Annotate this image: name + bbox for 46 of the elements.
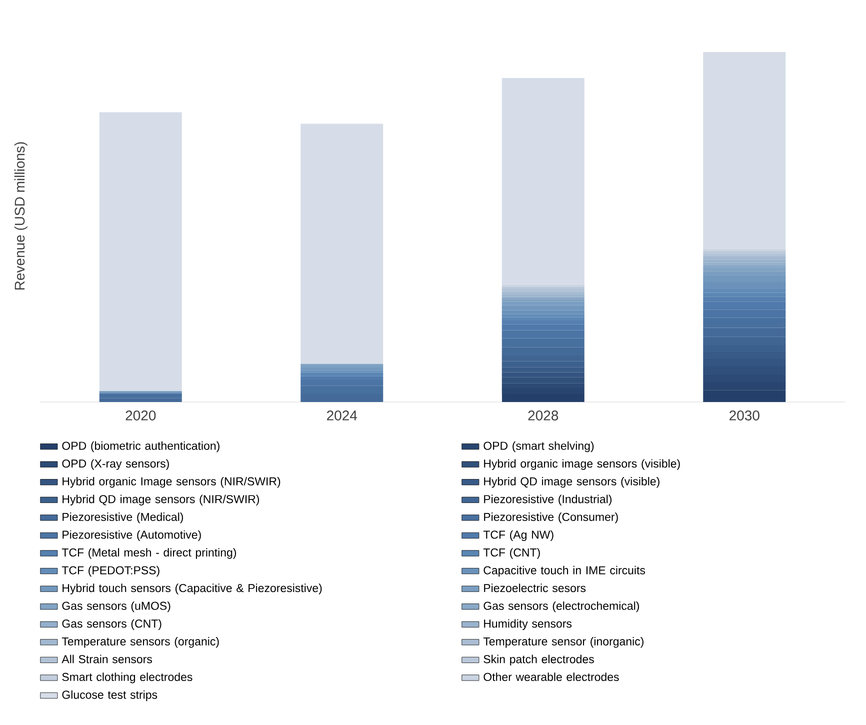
bar <box>703 52 786 250</box>
x-tick-label: 2028 <box>528 410 558 420</box>
legend-label: Hybrid QD image sensors (NIR/SWIR) <box>62 494 260 506</box>
bar <box>99 112 182 392</box>
legend-label: TCF (CNT) <box>483 548 540 559</box>
bar <box>300 124 384 364</box>
legend-label: Temperature sensors (organic) <box>62 637 219 648</box>
legend-label: Piezoresistive (Medical) <box>62 512 183 524</box>
legend-label: Humidity sensors <box>484 619 572 630</box>
legend-label: OPD (X-ray sensors) <box>62 459 169 470</box>
legend-label: Hybrid touch sensors (Capacitive & Piezoresistive) <box>62 584 322 594</box>
legend-label: Skin patch electrodes <box>484 654 594 666</box>
bar <box>703 257 786 260</box>
legend-label: Hybrid QD image sensors (visible) <box>484 476 660 488</box>
legend-label: Gas sensors (CNT) <box>62 619 162 630</box>
legend-label: Temperature sensor (inorganic) <box>483 637 644 648</box>
bar <box>502 299 584 302</box>
legend-label: OPD (smart shelving) <box>484 441 594 452</box>
legend-label: Capacitive touch in IME circuits <box>484 566 646 577</box>
legend-label: TCF (PEDOT:PSS) <box>62 566 160 577</box>
bar <box>502 305 584 310</box>
legend-label: Other wearable electrodes <box>484 672 619 682</box>
x-tick-label: 2030 <box>730 410 760 420</box>
legend-label: Gas sensors (electrochemical) <box>484 601 639 612</box>
bar <box>300 366 384 368</box>
y-axis-title: Revenue (USD millions) <box>14 142 28 290</box>
legend-label: TCF (Metal mesh - direct printing) <box>62 548 236 559</box>
legend-label: Hybrid organic Image sensors (NIR/SWIR) <box>62 476 280 488</box>
legend-label: Hybrid organic image sensors (visible) <box>484 459 680 470</box>
legend-label: Piezoresistive (Consumer) <box>484 512 618 524</box>
bar <box>502 288 584 292</box>
legend-label: Piezoelectric sesors <box>484 584 586 592</box>
bar <box>502 78 584 285</box>
legend-label: OPD (biometric authentication) <box>62 441 220 452</box>
legend-label: Gas sensors (uMOS) <box>62 601 170 612</box>
bar <box>703 264 786 268</box>
bar <box>300 372 384 376</box>
legend-label: Piezoresistive (Industrial) <box>484 494 612 506</box>
legend-label: Glucose test strips <box>62 690 158 702</box>
legend-label: Smart clothing electrodes <box>62 672 192 684</box>
bar <box>99 393 182 398</box>
legend-label: All Strain sensors <box>62 654 152 664</box>
x-tick-label: 2024 <box>327 410 358 420</box>
legend-label: TCF (Ag NW) <box>483 530 554 542</box>
x-tick-label: 2020 <box>126 410 156 420</box>
legend-label: Piezoresistive (Automotive) <box>62 530 201 542</box>
